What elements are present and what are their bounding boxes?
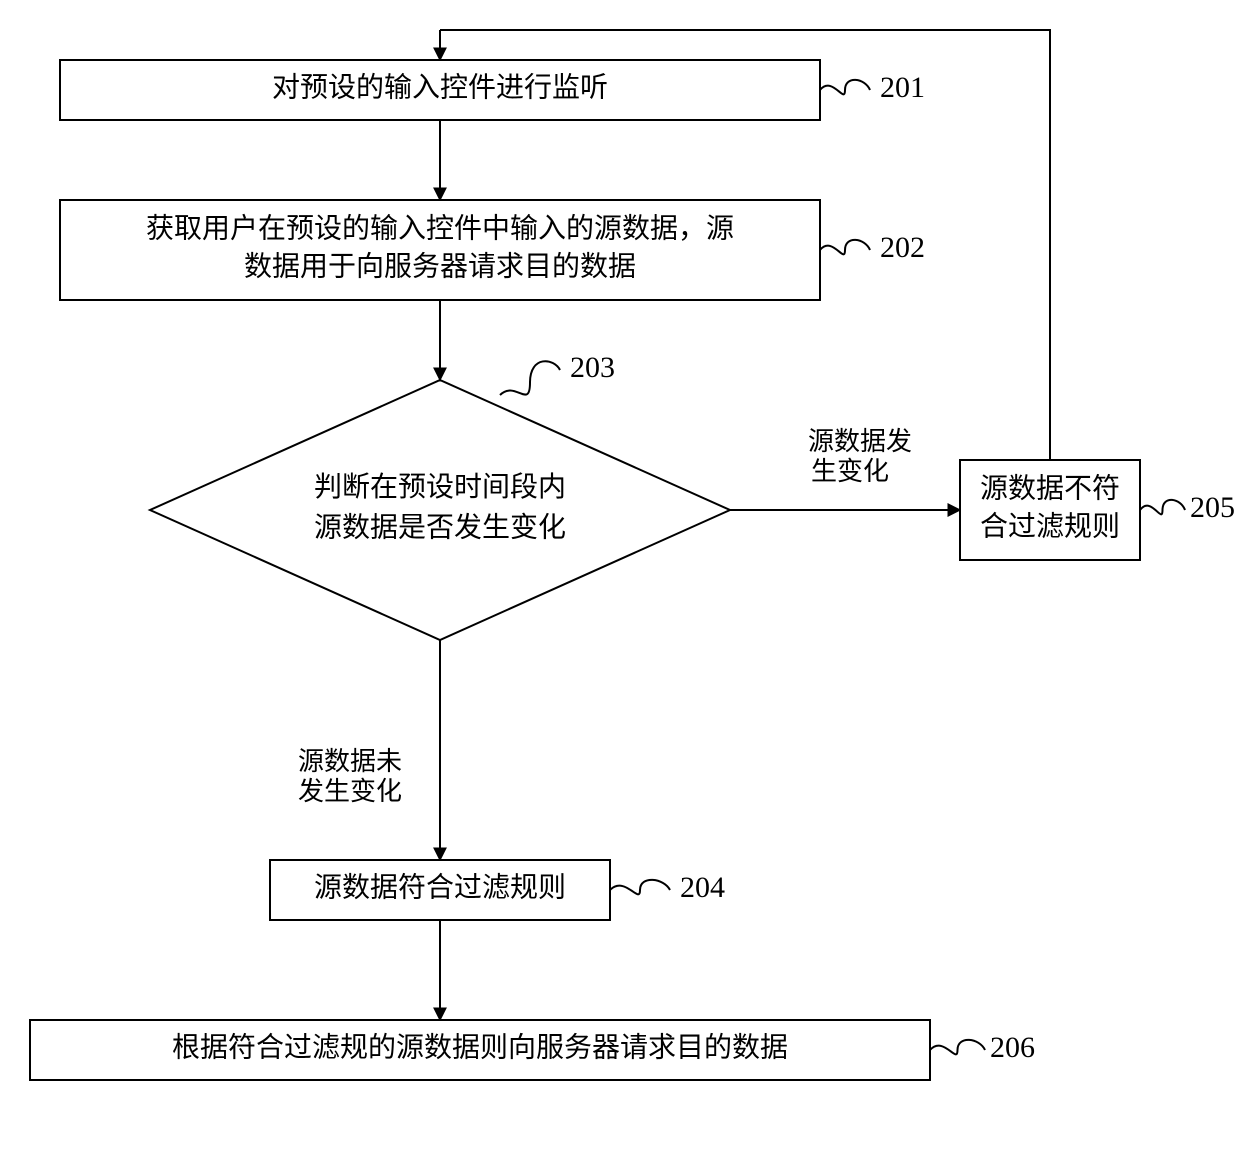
node-text: 源数据是否发生变化	[314, 512, 566, 544]
node-text: 源数据符合过滤规则	[314, 871, 566, 903]
node-text: 判断在预设时间段内	[314, 471, 566, 503]
node-text: 根据符合过滤规的源数据则向服务器请求目的数据	[172, 1031, 788, 1063]
step-number: 206	[990, 1031, 1035, 1064]
edge-label: 发生变化	[298, 777, 402, 806]
edge-label: 源数据未	[298, 747, 402, 776]
node-text: 源数据不符	[980, 473, 1120, 505]
step-number: 205	[1190, 491, 1235, 524]
step-number: 203	[570, 351, 615, 384]
node-text: 对预设的输入控件进行监听	[272, 71, 608, 103]
node-text: 数据用于向服务器请求目的数据	[244, 250, 636, 282]
step-number: 201	[880, 71, 925, 104]
step-number: 202	[880, 231, 925, 264]
edge-label: 源数据发	[808, 427, 912, 456]
node-text: 合过滤规则	[980, 510, 1120, 542]
step-number: 204	[680, 871, 725, 904]
node-text: 获取用户在预设的输入控件中输入的源数据，源	[146, 213, 734, 245]
edge-label: 生变化	[811, 457, 889, 486]
